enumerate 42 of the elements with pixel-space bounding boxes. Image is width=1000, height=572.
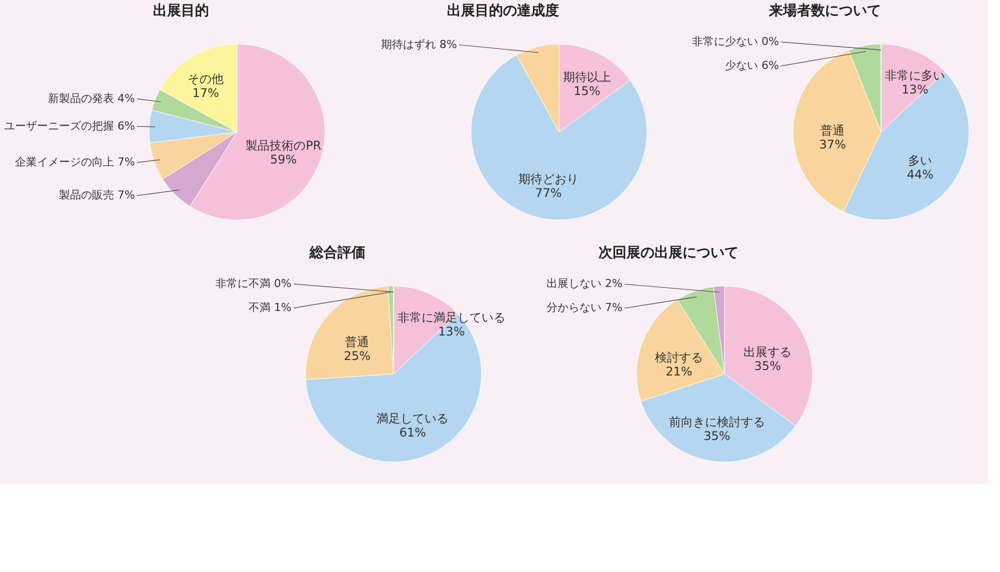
data-label: 21%	[666, 364, 692, 379]
chart-title: 出展目的の達成度	[447, 2, 559, 19]
slice-label: 期待どおり	[518, 172, 578, 186]
slice-label: 満足している	[376, 411, 449, 426]
slice-label: その他	[188, 72, 224, 86]
data-label: 77%	[535, 186, 562, 200]
category-label: 非常に少ない 0%	[692, 35, 779, 48]
slice-label: 製品技術のPR	[246, 138, 322, 153]
chart-title: 来場者数について	[768, 3, 881, 19]
slice-label: 普通	[345, 334, 370, 349]
slice-label: 少ない 6%	[725, 59, 779, 72]
data-label: 13%	[902, 82, 928, 96]
slice-label: 製品の販売 7%	[59, 188, 135, 202]
slice-label: 新製品の発表 4%	[48, 92, 135, 105]
data-label: 37%	[819, 137, 846, 152]
slice-label: ユーザーニーズの把握 6%	[4, 119, 135, 132]
data-label: 13%	[438, 324, 465, 338]
data-label: 17%	[192, 86, 219, 100]
data-label: 35%	[754, 359, 781, 374]
slice-label: 非常に多い	[885, 68, 945, 82]
slice-label: 分からない 7%	[546, 301, 622, 314]
slice-label: 多い	[908, 153, 932, 168]
slice-label: 期待以上	[563, 70, 611, 84]
category-label: 非常に不満 0%	[216, 277, 292, 290]
chart-title: 出展目的	[153, 3, 209, 19]
chart-title: 総合評価	[308, 244, 366, 261]
data-label: 44%	[906, 167, 934, 182]
slice-label: 前向きに検討する	[668, 414, 765, 429]
slice-label: 検討する	[654, 350, 703, 365]
slice-label: 普通	[820, 123, 845, 138]
slice-label: 出展しない 2%	[546, 277, 622, 290]
data-label: 35%	[704, 428, 730, 443]
slice-label: 非常に満足している	[398, 310, 506, 324]
data-label: 15%	[574, 84, 600, 98]
data-label: 25%	[344, 348, 371, 363]
data-label: 61%	[399, 425, 426, 440]
slice-label: 出展する	[744, 345, 792, 360]
slice-label: 不満 1%	[248, 301, 292, 314]
slice-label: 企業イメージの向上 7%	[15, 155, 135, 168]
chart-title: 次回展の出展について	[598, 245, 738, 261]
slice-label: 期待はずれ 8%	[381, 38, 457, 51]
data-label: 59%	[270, 152, 297, 167]
